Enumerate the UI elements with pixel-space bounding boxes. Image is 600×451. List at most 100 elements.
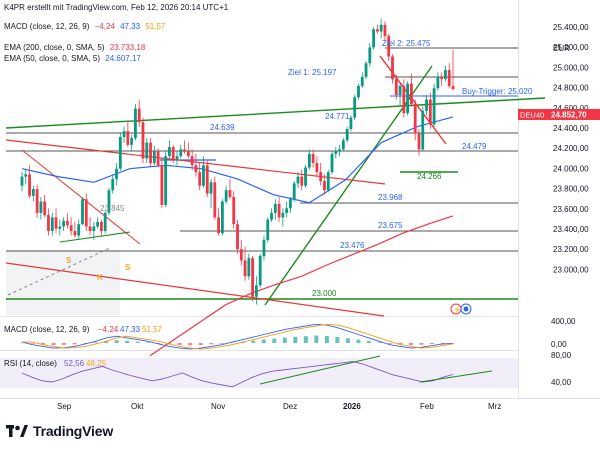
level-23968-label: 23.968 [378,193,403,202]
chart-canvas[interactable]: 25.400,00 25.200,00 25.000,00 24.800,00 24.6… [0,0,600,420]
candle-body [311,153,315,163]
macd-histogram-bar [135,341,140,343]
candle-body [421,110,425,150]
macd-histogram-bar [198,343,203,346]
macd-histogram-bar [303,336,308,343]
macd-pane-signal-value: 51,57 [142,325,163,334]
macd-histogram-bar [356,339,361,343]
candle-body [353,97,357,118]
candle-body [444,70,447,80]
level-23000-label: 23.000 [312,289,337,298]
event-icons[interactable]: ⚡ [450,303,472,315]
macd-histogram-bar [188,343,193,346]
candle-body [168,147,171,157]
candle-body [239,249,243,261]
level-24266-label: 24.266 [417,172,442,181]
long-green-trendline [5,97,546,129]
candle-body [24,174,28,177]
candle-body [251,258,255,297]
level-24639-label: 24.639 [210,123,235,132]
macd-histogram-bar [114,340,119,343]
chart-header: K4PR erstellt mit TradingView.com, Feb 1… [4,3,228,12]
candle-body [73,231,77,236]
price-tick-label: 24.600,00 [553,104,589,113]
head-label: K [97,273,103,282]
macd-legend-histogram: −4,24 [94,22,115,31]
time-label-nov: Nov [211,402,225,411]
red-short-trendline [21,149,141,245]
ema50-legend-label: EMA (50, close, 0, SMA, 5) [4,54,101,63]
candle-body [152,151,156,163]
current-price-marker: DEU40 24.852,70 [518,109,600,120]
rsi-band [0,358,518,388]
time-label-mrz: Mrz [488,402,501,411]
macd-line [21,323,454,350]
rsi-pane: RSI (14, close) 52,56 48,25 80,00 40,00 [4,351,572,388]
candle-body [39,201,43,213]
candle-body [413,104,417,134]
macd-histogram-bar [440,343,445,344]
candle-body [88,226,92,231]
macd-tick-400: 400,00 [551,317,576,326]
macd-histogram-bar [387,343,392,344]
candle-body [277,203,281,218]
candle-body [81,199,84,225]
macd-histogram [20,335,455,346]
macd-histogram-bar [419,343,424,345]
candle-body [375,29,379,32]
green-neckline [59,231,131,243]
candle-body [47,215,50,231]
candle-body [425,99,428,111]
level-23845-label: 23.845 [100,204,125,213]
candle-body [440,76,444,80]
candle-body [410,83,413,105]
header-text: K4PR erstellt mit TradingView.com, Feb 1… [4,3,229,12]
red-pullback-trendline [379,55,447,145]
macd-histogram-bar [377,342,382,343]
macd-histogram-bar [451,343,455,344]
candle-body [35,189,39,213]
candle-body [247,258,251,277]
candle-body [179,149,183,157]
macd-histogram-bar [51,343,56,346]
price-tick-label: 23.800,00 [553,185,589,194]
candle-body [436,76,440,89]
price-axis: 25.400,00 25.200,00 25.000,00 24.800,00 24.6… [553,23,589,274]
macd-pane-histogram-value: −4,24 [98,325,119,334]
price-tick-label: 25.200,00 [553,43,589,52]
candle-body [323,181,326,191]
candle-body [111,178,115,191]
macd-histogram-bar [41,343,46,345]
footer-brand: TradingView [33,423,114,439]
macd-histogram-bar [293,336,298,343]
candle-body [43,201,47,216]
macd-legend-signal: 51,57 [145,22,166,31]
candle-body [149,142,152,163]
ema200-legend-value: 23.733,18 [109,43,146,52]
macd-histogram-bar [251,340,256,343]
candle-body [315,163,319,173]
macd-histogram-bar [272,338,277,343]
rsi-trendline-up [259,355,381,385]
annotations: Ziel 2: 25.475 Ziel 1: 25.197 Buy-Trigge… [66,39,533,298]
macd-pane-label: MACD (close, 12, 26, 9) [4,325,90,334]
macd-histogram-bar [429,343,434,345]
current-price-symbol: DEU40 [520,111,544,120]
candle-body [92,226,96,231]
candle-body [205,165,209,194]
candle-body [391,56,394,80]
candle-body [171,147,175,160]
candle-body [262,240,266,256]
macd-histogram-bar [335,336,340,343]
candle-body [134,108,137,139]
macd-legend: MACD (close, 12, 26, 9) −4,24 47,33 51,5… [4,22,165,31]
shoulder-left-label: S [66,256,72,265]
price-tick-label: 24.800,00 [553,84,589,93]
candle-body [341,140,345,150]
ema50-legend-value: 24.607,17 [105,54,141,63]
candle-body [266,219,270,241]
candle-body [115,168,118,179]
ziel2-label: Ziel 2: 25.475 [382,39,431,48]
currency-label: EUR [553,44,570,53]
candle-body [398,85,402,95]
